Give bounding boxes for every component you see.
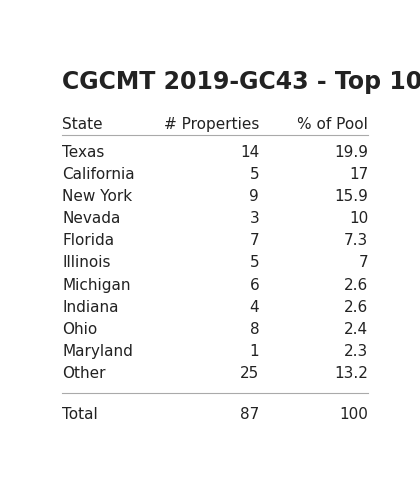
Text: California: California	[62, 167, 135, 182]
Text: 3: 3	[249, 211, 259, 226]
Text: 2.6: 2.6	[344, 300, 368, 315]
Text: 87: 87	[240, 407, 259, 422]
Text: Maryland: Maryland	[62, 344, 133, 359]
Text: # Properties: # Properties	[164, 116, 259, 131]
Text: Michigan: Michigan	[62, 278, 131, 293]
Text: 8: 8	[249, 322, 259, 337]
Text: 15.9: 15.9	[334, 189, 368, 204]
Text: Florida: Florida	[62, 233, 114, 248]
Text: 2.6: 2.6	[344, 278, 368, 293]
Text: 14: 14	[240, 145, 259, 160]
Text: 7.3: 7.3	[344, 233, 368, 248]
Text: Indiana: Indiana	[62, 300, 119, 315]
Text: Texas: Texas	[62, 145, 105, 160]
Text: Ohio: Ohio	[62, 322, 97, 337]
Text: 9: 9	[249, 189, 259, 204]
Text: Illinois: Illinois	[62, 256, 111, 270]
Text: 13.2: 13.2	[334, 366, 368, 381]
Text: New York: New York	[62, 189, 132, 204]
Text: 2.3: 2.3	[344, 344, 368, 359]
Text: 17: 17	[349, 167, 368, 182]
Text: 6: 6	[249, 278, 259, 293]
Text: State: State	[62, 116, 103, 131]
Text: 25: 25	[240, 366, 259, 381]
Text: 1: 1	[249, 344, 259, 359]
Text: 7: 7	[249, 233, 259, 248]
Text: 100: 100	[339, 407, 368, 422]
Text: Nevada: Nevada	[62, 211, 121, 226]
Text: 5: 5	[249, 256, 259, 270]
Text: CGCMT 2019-GC43 - Top 10 States: CGCMT 2019-GC43 - Top 10 States	[62, 70, 420, 94]
Text: 10: 10	[349, 211, 368, 226]
Text: % of Pool: % of Pool	[297, 116, 368, 131]
Text: 2.4: 2.4	[344, 322, 368, 337]
Text: 4: 4	[249, 300, 259, 315]
Text: 7: 7	[359, 256, 368, 270]
Text: 19.9: 19.9	[334, 145, 368, 160]
Text: 5: 5	[249, 167, 259, 182]
Text: Total: Total	[62, 407, 98, 422]
Text: Other: Other	[62, 366, 106, 381]
